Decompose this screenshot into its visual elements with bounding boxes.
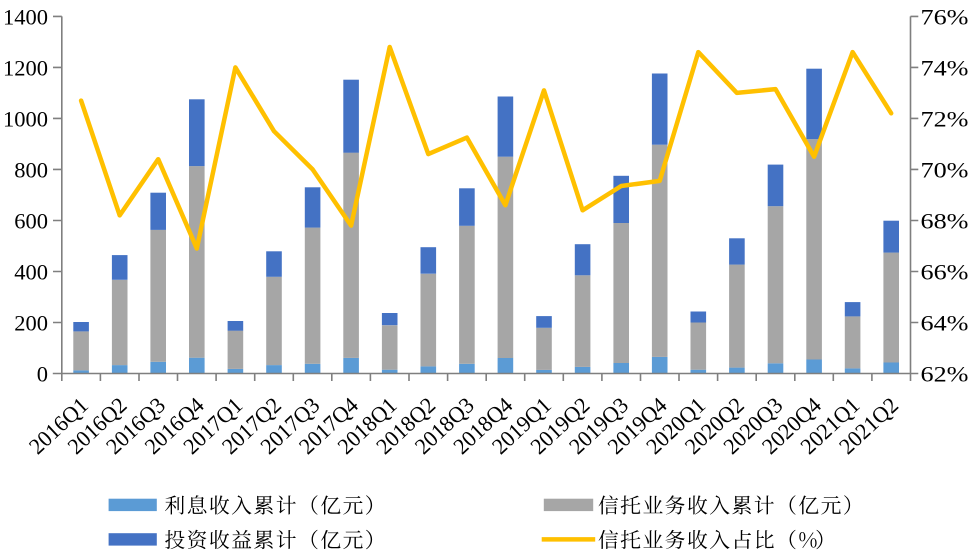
svg-text:1000: 1000 <box>3 106 48 131</box>
svg-text:64%: 64% <box>921 311 969 336</box>
svg-text:62%: 62% <box>921 362 969 387</box>
svg-text:800: 800 <box>14 157 48 182</box>
svg-text:600: 600 <box>14 209 48 234</box>
svg-text:74%: 74% <box>921 55 969 80</box>
svg-text:400: 400 <box>14 260 48 285</box>
svg-text:1200: 1200 <box>3 55 48 80</box>
svg-text:0: 0 <box>37 362 48 387</box>
svg-text:76%: 76% <box>921 4 969 29</box>
svg-text:200: 200 <box>14 311 48 336</box>
svg-text:66%: 66% <box>921 260 969 285</box>
svg-text:1400: 1400 <box>3 4 48 29</box>
svg-text:68%: 68% <box>921 209 969 234</box>
svg-text:72%: 72% <box>921 106 969 131</box>
svg-text:70%: 70% <box>921 157 969 182</box>
